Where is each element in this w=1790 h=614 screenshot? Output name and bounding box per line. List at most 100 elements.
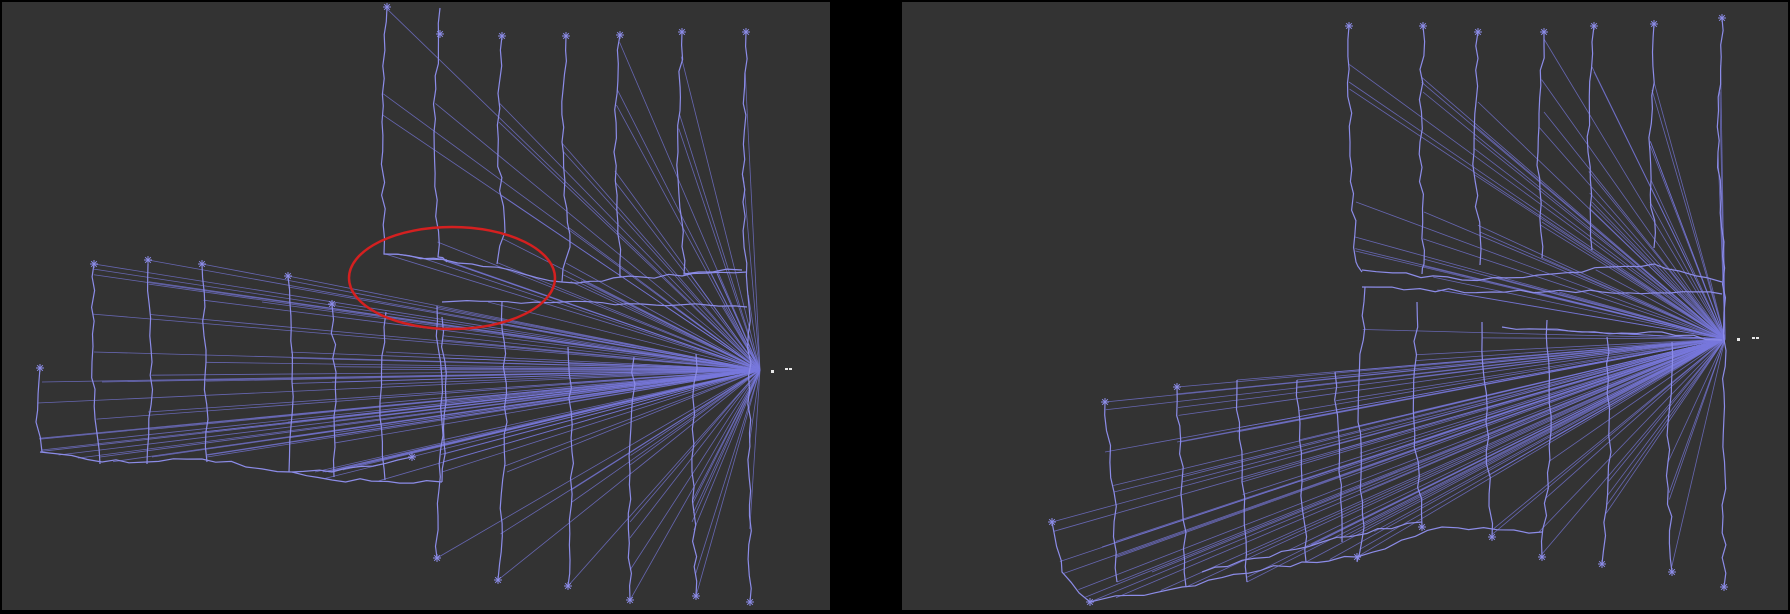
trajectory-edge xyxy=(1481,321,1494,538)
constraint-ray xyxy=(93,263,761,371)
constraint-ray xyxy=(721,306,761,371)
constraint-ray xyxy=(1338,338,1726,473)
constraint-ray xyxy=(1422,91,1726,340)
constraint-ray xyxy=(147,259,761,371)
trajectory-edge xyxy=(1089,526,1543,603)
constraint-ray xyxy=(498,121,761,371)
trajectory-edge xyxy=(1412,301,1423,528)
trajectory-edge xyxy=(1540,319,1552,558)
node-marker xyxy=(284,272,292,280)
constraint-ray xyxy=(562,150,761,371)
constraint-ray xyxy=(694,369,761,575)
constraint-ray xyxy=(570,369,761,491)
trajectory-edge xyxy=(440,316,447,483)
constraint-ray xyxy=(1241,338,1726,483)
trajectory-edge xyxy=(613,34,622,278)
constraint-ray xyxy=(93,351,761,371)
node-marker xyxy=(1173,383,1181,391)
constraint-ray xyxy=(1591,201,1726,340)
constraint-ray xyxy=(1593,71,1726,340)
left-pose-graph xyxy=(35,3,792,606)
constraint-ray xyxy=(1181,338,1726,483)
trajectory-edge xyxy=(1176,386,1187,588)
constraint-ray xyxy=(1548,338,1726,462)
node-marker xyxy=(1101,398,1109,406)
constraint-ray xyxy=(1477,224,1726,340)
constraint-ray xyxy=(662,304,761,371)
constraint-ray xyxy=(58,369,761,456)
constraint-ray xyxy=(1541,79,1726,340)
node-marker xyxy=(494,576,502,584)
constraint-ray xyxy=(1178,338,1726,416)
trajectory-edge xyxy=(383,253,748,284)
constraint-ray xyxy=(629,369,761,539)
constraint-ray xyxy=(444,369,761,372)
trajectory-edge xyxy=(676,31,743,275)
trajectory-edge xyxy=(90,263,101,465)
constraint-ray xyxy=(1543,111,1726,340)
constraint-ray xyxy=(570,281,761,371)
constraint-ray xyxy=(506,369,761,473)
constraint-ray xyxy=(1185,338,1726,588)
constraint-ray xyxy=(443,339,761,371)
constraint-ray xyxy=(436,369,761,559)
constraint-ray xyxy=(571,369,761,503)
constraint-ray xyxy=(1089,338,1726,603)
node-marker xyxy=(383,3,391,11)
node-marker xyxy=(1590,22,1598,30)
trajectory-edge xyxy=(1235,379,1248,583)
constraint-ray xyxy=(385,253,761,371)
node-marker xyxy=(1048,518,1056,526)
node-marker xyxy=(1668,568,1676,576)
constraint-ray xyxy=(444,260,761,371)
constraint-ray xyxy=(1296,338,1726,381)
node-marker xyxy=(198,260,206,268)
constraint-ray xyxy=(1337,338,1726,432)
constraint-ray xyxy=(1589,203,1726,340)
trajectory-edge xyxy=(1472,31,1482,266)
trajectory-edge xyxy=(1648,23,1657,249)
constraint-ray xyxy=(504,369,761,467)
constraint-ray xyxy=(1538,338,1726,533)
trajectory-edge xyxy=(1334,371,1343,543)
trajectory-edge xyxy=(146,263,154,465)
constraint-ray xyxy=(1534,291,1726,340)
constraint-ray xyxy=(1348,81,1726,340)
right-trajectory-edges xyxy=(1051,17,1727,603)
constraint-ray xyxy=(1496,277,1726,340)
constraint-ray xyxy=(441,369,761,441)
constraint-ray xyxy=(1104,338,1726,403)
constraint-ray xyxy=(1482,337,1726,340)
node-marker xyxy=(1418,523,1426,531)
constraint-ray xyxy=(420,257,761,371)
constraint-ray xyxy=(1287,338,1726,551)
constraint-ray xyxy=(1423,211,1726,340)
constraint-ray xyxy=(716,273,761,371)
constraint-ray xyxy=(1474,125,1726,340)
trajectory-edge xyxy=(441,299,748,308)
node-marker xyxy=(626,596,634,604)
constraint-ray xyxy=(630,369,761,466)
constraint-ray xyxy=(443,369,761,455)
trajectory-edge xyxy=(1586,25,1595,251)
constraint-ray xyxy=(1362,329,1726,340)
trajectory-edge xyxy=(201,263,209,463)
right-sensor-marker xyxy=(1737,337,1759,341)
node-marker xyxy=(562,32,570,40)
trajectory-edge xyxy=(1601,336,1612,565)
constraint-ray xyxy=(619,42,761,371)
constraint-ray xyxy=(314,369,761,473)
constraint-ray xyxy=(205,361,761,371)
constraint-ray xyxy=(1101,338,1726,548)
constraint-ray xyxy=(441,357,761,371)
trajectory-edge xyxy=(561,35,571,283)
constraint-ray xyxy=(203,299,761,371)
trajectory-edge xyxy=(39,451,443,484)
trajectory-edge xyxy=(379,311,387,481)
constraint-ray xyxy=(151,369,761,376)
constraint-ray xyxy=(1605,338,1726,514)
constraint-ray xyxy=(1063,338,1726,574)
constraint-ray xyxy=(1437,289,1726,340)
constraint-ray xyxy=(147,369,761,413)
constraint-ray xyxy=(1359,338,1726,454)
